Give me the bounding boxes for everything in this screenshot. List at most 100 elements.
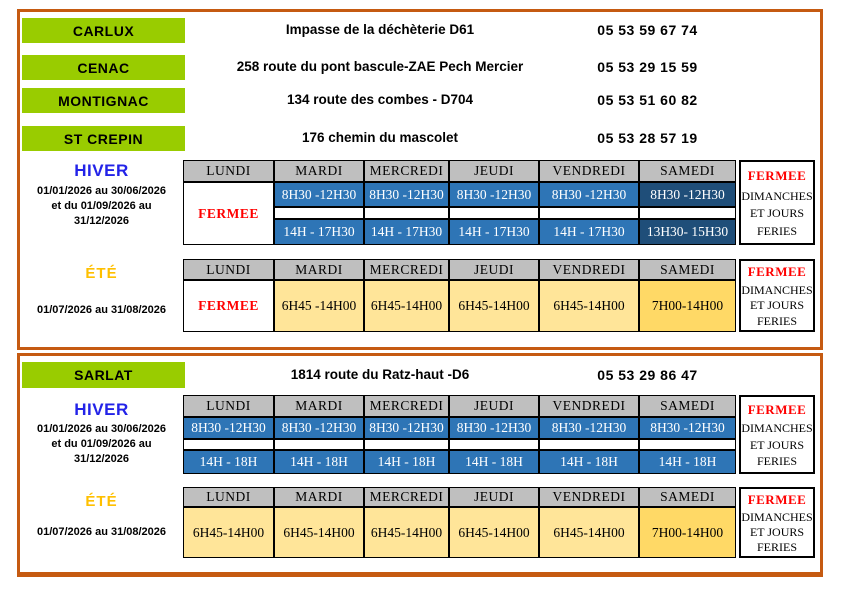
season-label-summer: ÉTÉ [85, 493, 118, 510]
schedule-table-group-summer: LUNDI MARDI MERCREDI JEUDI VENDREDI SAME… [183, 259, 736, 332]
site-phone-cenac: 05 53 29 15 59 [597, 59, 698, 75]
day-header: MERCREDI [364, 259, 449, 280]
season-label-winter: HIVER [74, 161, 129, 180]
site-phone-sarlat: 05 53 29 86 47 [597, 367, 698, 383]
season-dates-summer: 01/07/2026 au 31/08/2026 [36, 526, 167, 538]
midday-gap-cell [539, 439, 639, 450]
site-name-carlux: CARLUX [22, 18, 185, 43]
schedule-table-sarlat-summer: LUNDI MARDI MERCREDI JEUDI VENDREDI SAME… [183, 487, 736, 558]
closed-note-line: FERIES [756, 454, 797, 469]
day-header: MARDI [274, 259, 364, 280]
site-name-cenac: CENAC [22, 55, 185, 80]
winter-date-line: et du 01/09/2026 au [51, 438, 152, 450]
midday-gap-cell [639, 207, 736, 219]
day-header: SAMEDI [639, 259, 736, 280]
hours-cell-morning-saturday: 8H30 -12H30 [639, 182, 736, 207]
day-header: JEUDI [449, 395, 539, 417]
hours-cell-afternoon-saturday: 13H30- 15H30 [639, 219, 736, 245]
hours-cell-afternoon: 14H - 18H [449, 450, 539, 474]
day-header: VENDREDI [539, 395, 639, 417]
midday-gap-cell [183, 439, 274, 450]
hours-cell: 6H45 -14H00 [274, 280, 364, 332]
midday-gap-cell [364, 207, 449, 219]
day-header: VENDREDI [539, 160, 639, 182]
season-dates-winter: 01/01/2026 au 30/06/2026 et du 01/09/202… [20, 422, 183, 467]
hours-cell: 6H45-14H00 [449, 280, 539, 332]
day-header: VENDREDI [539, 259, 639, 280]
closed-note-title: FERMEE [747, 492, 807, 507]
hours-cell-morning: 8H30 -12H30 [274, 417, 364, 439]
closed-note-line: ET JOURS [749, 525, 805, 539]
hours-cell: 6H45-14H00 [449, 507, 539, 558]
site-address-carlux: Impasse de la déchèterie D61 [285, 22, 475, 37]
closed-cell-monday: FERMEE [183, 280, 274, 332]
hours-cell: 6H45-14H00 [183, 507, 274, 558]
site-phone-stcrepin: 05 53 28 57 19 [597, 130, 698, 146]
site-name-sarlat: SARLAT [22, 362, 185, 388]
winter-date-line: 01/01/2026 au 30/06/2026 [36, 185, 167, 197]
season-dates-winter: 01/01/2026 au 30/06/2026 et du 01/09/202… [20, 184, 183, 229]
hours-cell-afternoon: 14H - 18H [364, 450, 449, 474]
hours-cell-morning: 8H30 -12H30 [449, 182, 539, 207]
site-phone-montignac: 05 53 51 60 82 [597, 92, 698, 108]
midday-gap-cell [639, 439, 736, 450]
site-name-montignac: MONTIGNAC [22, 88, 185, 113]
hours-cell-afternoon: 14H - 18H [274, 450, 364, 474]
day-header: LUNDI [183, 160, 274, 182]
site-name-stcrepin: ST CREPIN [22, 126, 185, 151]
hours-cell: 6H45-14H00 [539, 280, 639, 332]
hours-cell: 6H45-14H00 [364, 280, 449, 332]
closed-note-line: ET JOURS [749, 298, 805, 313]
winter-date-line: et du 01/09/2026 au [51, 200, 152, 212]
day-header: JEUDI [449, 259, 539, 280]
group-sites-panel: CARLUX Impasse de la déchèterie D61 05 5… [17, 9, 823, 350]
hours-cell-afternoon: 14H - 17H30 [364, 219, 449, 245]
hours-cell-saturday: 7H00-14H00 [639, 507, 736, 558]
hours-cell-morning: 8H30 -12H30 [183, 417, 274, 439]
day-header: LUNDI [183, 259, 274, 280]
hours-cell: 6H45-14H00 [539, 507, 639, 558]
midday-gap-cell [274, 439, 364, 450]
hours-cell-afternoon: 14H - 17H30 [274, 219, 364, 245]
site-address-sarlat: 1814 route du Ratz-haut -D6 [290, 367, 470, 382]
winter-date-line: 31/12/2026 [73, 453, 130, 465]
season-label-summer: ÉTÉ [85, 265, 118, 282]
day-header: JEUDI [449, 487, 539, 507]
hours-cell-saturday: 7H00-14H00 [639, 280, 736, 332]
hours-cell-afternoon: 14H - 18H [539, 450, 639, 474]
closed-note-line: ET JOURS [749, 206, 805, 221]
site-address-stcrepin: 176 chemin du mascolet [301, 130, 459, 145]
closed-note-winter: FERMEE DIMANCHES ET JOURS FERIES [739, 395, 815, 474]
schedule-table-group-winter: LUNDI MARDI MERCREDI JEUDI VENDREDI SAME… [183, 160, 736, 245]
closed-note-title: FERMEE [747, 264, 807, 280]
closed-note-title: FERMEE [747, 167, 807, 183]
day-header: SAMEDI [639, 487, 736, 507]
day-header: MERCREDI [364, 160, 449, 182]
schedule-table-sarlat-winter: LUNDI MARDI MERCREDI JEUDI VENDREDI SAME… [183, 395, 736, 474]
closed-note-summer: FERMEE DIMANCHES ET JOURS FERIES [739, 487, 815, 558]
closed-note-line: FERIES [756, 224, 797, 239]
day-header: LUNDI [183, 395, 274, 417]
midday-gap-cell [274, 207, 364, 219]
midday-gap-cell [449, 207, 539, 219]
closed-note-line: DIMANCHES [741, 282, 813, 297]
day-header: MERCREDI [364, 487, 449, 507]
midday-gap-cell [449, 439, 539, 450]
site-address-montignac: 134 route des combes - D704 [286, 92, 474, 107]
closed-note-line: FERIES [756, 540, 797, 554]
sarlat-panel: SARLAT 1814 route du Ratz-haut -D6 05 53… [17, 353, 823, 577]
day-header: SAMEDI [639, 160, 736, 182]
day-header: SAMEDI [639, 395, 736, 417]
hours-cell-morning: 8H30 -12H30 [539, 182, 639, 207]
closed-note-title: FERMEE [747, 401, 807, 417]
day-header: VENDREDI [539, 487, 639, 507]
closed-note-line: DIMANCHES [741, 421, 813, 436]
day-header: LUNDI [183, 487, 274, 507]
closed-note-winter: FERMEE DIMANCHES ET JOURS FERIES [739, 160, 815, 245]
hours-cell-morning: 8H30 -12H30 [364, 182, 449, 207]
hours-cell-morning: 8H30 -12H30 [449, 417, 539, 439]
season-dates-summer: 01/07/2026 au 31/08/2026 [36, 304, 167, 316]
hours-cell-afternoon: 14H - 17H30 [449, 219, 539, 245]
site-phone-carlux: 05 53 59 67 74 [597, 22, 698, 38]
hours-cell: 6H45-14H00 [274, 507, 364, 558]
